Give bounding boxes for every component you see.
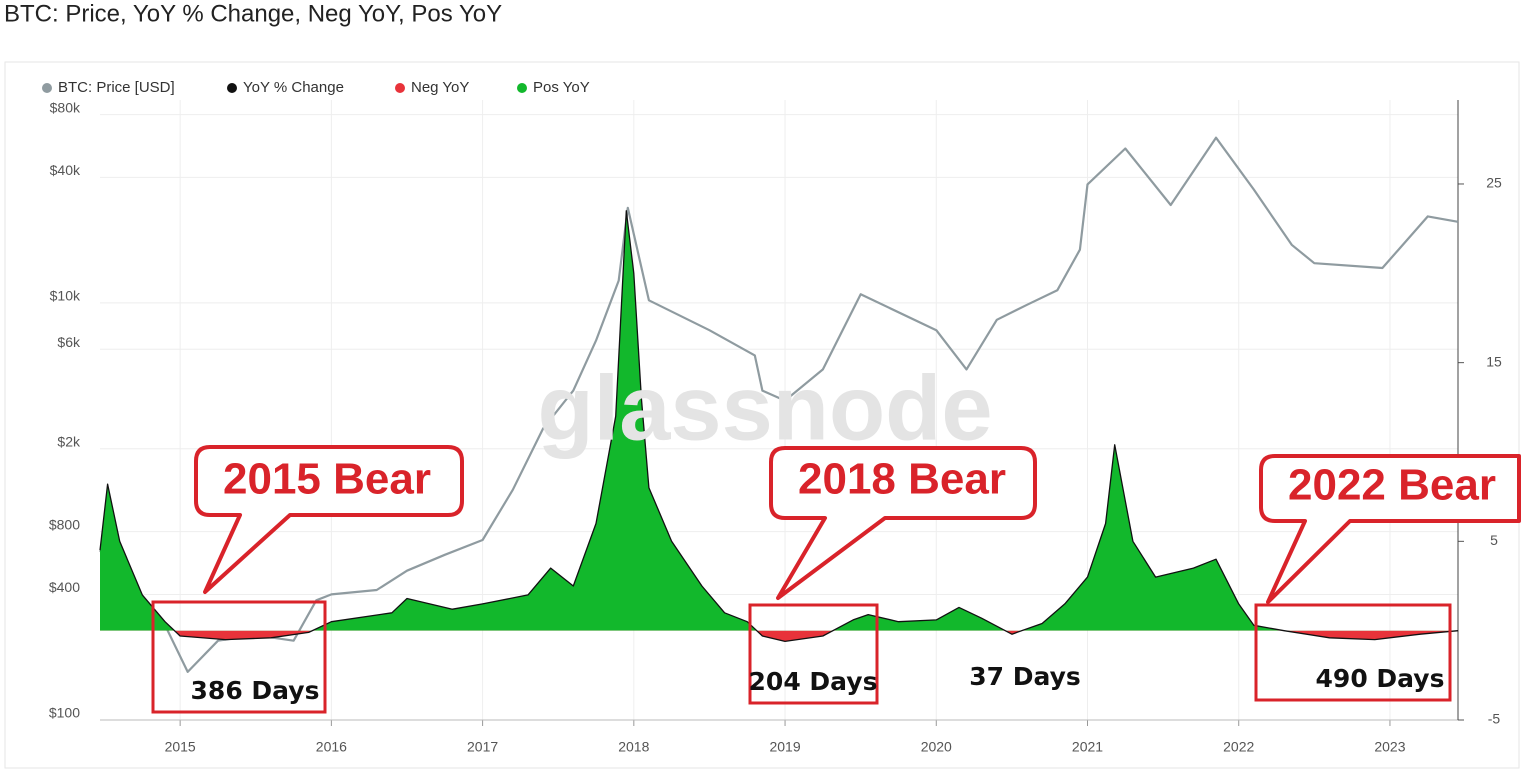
y2-tick-label: 25: [1486, 175, 1502, 191]
duration-label: 37 Days: [969, 662, 1081, 691]
chart-frame: [4, 61, 1520, 769]
callout: [1259, 454, 1521, 604]
legend-marker: [42, 83, 52, 93]
duration-label: 204 Days: [749, 667, 878, 696]
y-tick-label: $400: [49, 579, 80, 595]
y-tick-label: $6k: [57, 334, 81, 350]
x-tick-label: 2023: [1374, 739, 1405, 755]
y-tick-label: $2k: [57, 433, 81, 449]
chart-title: BTC: Price, YoY % Change, Neg YoY, Pos Y…: [4, 0, 502, 27]
x-tick-label: 2020: [921, 739, 952, 755]
x-tick-label: 2015: [165, 739, 196, 755]
period-box: [748, 603, 879, 705]
y-tick-label: $10k: [50, 288, 81, 304]
price-line: [99, 136, 1459, 673]
yoy-area: [100, 630, 1458, 642]
y2-tick-label: 5: [1490, 532, 1498, 548]
y-tick-label: $40k: [50, 162, 81, 178]
period-box: [1254, 603, 1452, 702]
legend-label: Pos YoY: [533, 79, 590, 96]
legend-marker: [395, 83, 405, 93]
legend-label: YoY % Change: [243, 79, 344, 96]
x-tick-label: 2019: [769, 739, 800, 755]
x-tick-label: 2016: [316, 739, 347, 755]
y2-tick-label: -5: [1488, 711, 1501, 727]
legend-label: Neg YoY: [411, 79, 469, 96]
plot-area: $100 $400 $800 $2k $6k $10k $40k $80k 2015 2016 20…: [42, 79, 1502, 755]
x-tick-label: 2022: [1223, 739, 1254, 755]
callout: [194, 445, 464, 594]
legend-marker: [517, 83, 527, 93]
legend-marker: [227, 83, 237, 93]
x-tick-label: 2021: [1072, 739, 1103, 755]
callout-text: 2018 Bear: [798, 455, 1006, 504]
yoy-area: [100, 210, 1284, 631]
y-tick-label: $100: [49, 705, 80, 721]
y-tick-label: $80k: [50, 99, 81, 115]
legend-label: BTC: Price [USD]: [58, 79, 175, 96]
duration-label: 386 Days: [191, 676, 320, 705]
callout-text: 2015 Bear: [223, 455, 431, 504]
watermark: glassnode: [537, 357, 992, 459]
period-box: [151, 600, 327, 714]
y2-tick-label: 15: [1486, 353, 1502, 369]
duration-label: 490 Days: [1316, 664, 1445, 693]
callout: [769, 446, 1037, 600]
y-tick-label: $800: [49, 516, 80, 532]
x-tick-label: 2017: [467, 739, 498, 755]
x-tick-label: 2018: [618, 739, 649, 755]
callout-text: 2022 Bear: [1288, 461, 1496, 510]
